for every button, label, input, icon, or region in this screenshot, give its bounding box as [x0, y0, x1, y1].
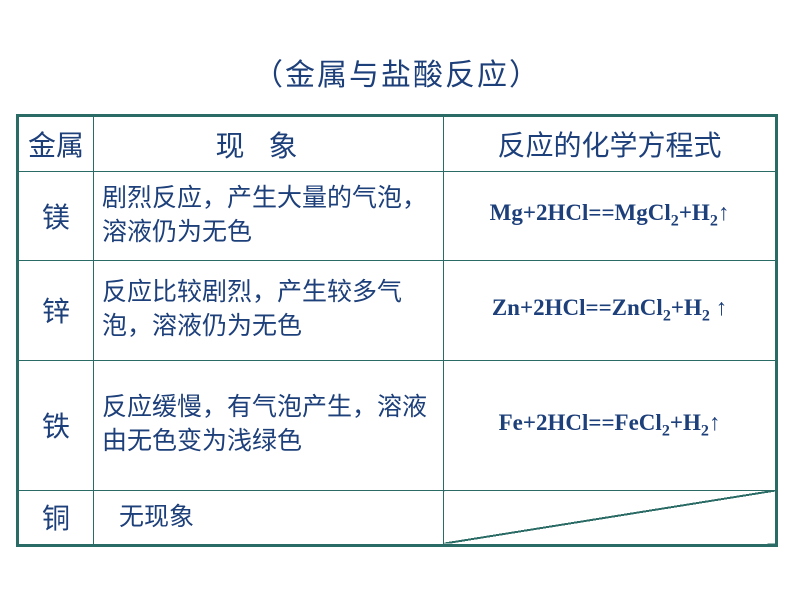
table-row: 锌 反应比较剧烈，产生较多气泡，溶液仍为无色 Zn+2HCl==ZnCl2+H2… [19, 260, 776, 360]
reaction-table-wrap: 金属 现象 反应的化学方程式 镁 剧烈反应，产生大量的气泡，溶液仍为无色 Mg+… [16, 114, 778, 547]
cell-metal: 铜 [19, 490, 94, 545]
cell-equation: Fe+2HCl==FeCl2+H2↑ [444, 360, 776, 490]
cell-phenomenon: 反应比较剧烈，产生较多气泡，溶液仍为无色 [94, 260, 444, 360]
header-equation: 反应的化学方程式 [444, 117, 776, 172]
cell-metal: 锌 [19, 260, 94, 360]
equation-text: Zn+2HCl==ZnCl2+H2 ↑ [492, 295, 727, 320]
equation-text: Mg+2HCl==MgCl2+H2↑ [490, 200, 730, 225]
reaction-table: 金属 现象 反应的化学方程式 镁 剧烈反应，产生大量的气泡，溶液仍为无色 Mg+… [18, 116, 776, 545]
table-row: 镁 剧烈反应，产生大量的气泡，溶液仍为无色 Mg+2HCl==MgCl2+H2↑ [19, 172, 776, 261]
phenomenon-text: 反应缓慢，有气泡产生，溶液由无色变为浅绿色 [102, 391, 435, 459]
table-row: 铁 反应缓慢，有气泡产生，溶液由无色变为浅绿色 Fe+2HCl==FeCl2+H… [19, 360, 776, 490]
cell-equation: Zn+2HCl==ZnCl2+H2 ↑ [444, 260, 776, 360]
cell-metal: 镁 [19, 172, 94, 261]
phenomenon-text: 无现象 [119, 501, 435, 535]
cell-phenomenon: 剧烈反应，产生大量的气泡，溶液仍为无色 [94, 172, 444, 261]
table-header-row: 金属 现象 反应的化学方程式 [19, 117, 776, 172]
cell-equation-empty [444, 490, 776, 545]
phenomenon-text: 剧烈反应，产生大量的气泡，溶液仍为无色 [102, 182, 435, 250]
header-metal: 金属 [19, 117, 94, 172]
page-title: （金属与盐酸反应） [0, 0, 794, 114]
phenomenon-text: 反应比较剧烈，产生较多气泡，溶液仍为无色 [102, 276, 435, 344]
table-row: 铜 无现象 [19, 490, 776, 545]
cell-phenomenon: 反应缓慢，有气泡产生，溶液由无色变为浅绿色 [94, 360, 444, 490]
cell-metal: 铁 [19, 360, 94, 490]
cell-phenomenon: 无现象 [94, 490, 444, 545]
cell-equation: Mg+2HCl==MgCl2+H2↑ [444, 172, 776, 261]
equation-text: Fe+2HCl==FeCl2+H2↑ [499, 410, 721, 435]
header-phenomenon: 现象 [94, 117, 444, 172]
